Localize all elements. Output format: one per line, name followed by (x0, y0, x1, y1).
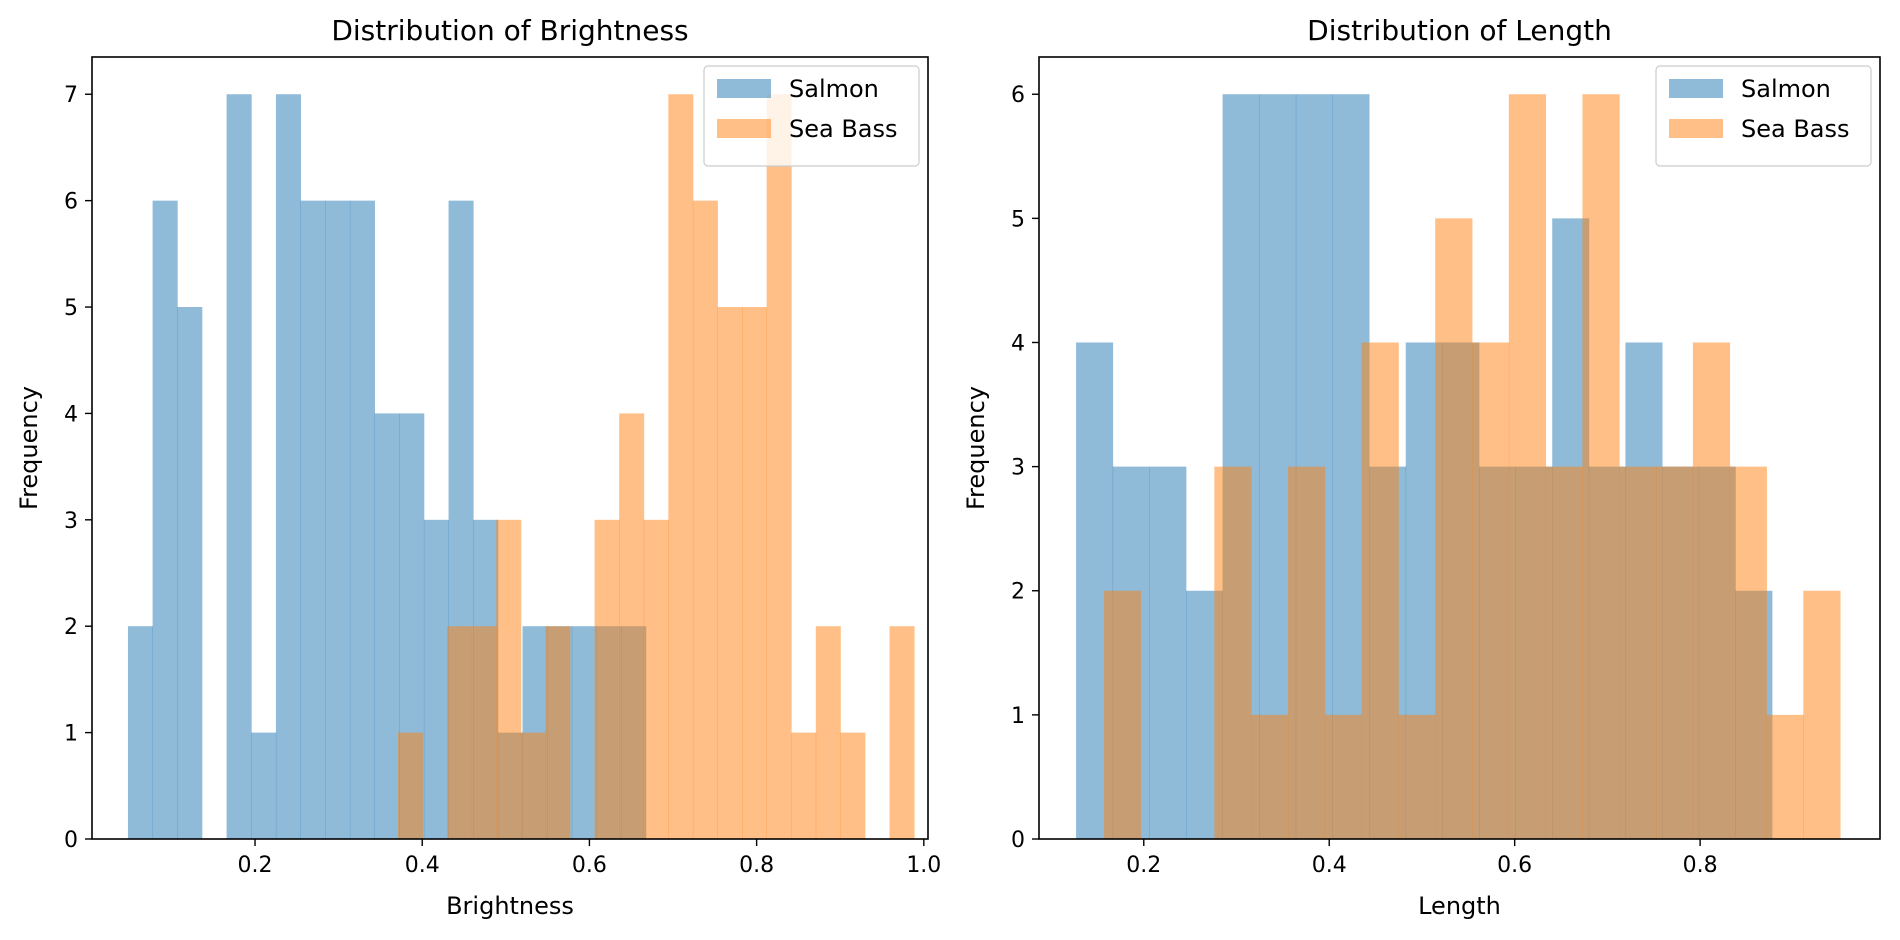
histogram-bar (692, 200, 718, 839)
histogram-bar (1803, 590, 1841, 839)
histogram-bar (815, 626, 841, 839)
length-histogram: 0.2 0.4 0.6 0.8 0 1 2 3 4 5 6 Distribution of Lengt… (962, 14, 1881, 920)
y-tick-label: 4 (64, 402, 78, 427)
axes-frame (91, 56, 929, 840)
x-tick-label: 0.2 (1126, 853, 1161, 878)
histogram-bar (1398, 714, 1436, 839)
histogram-bar (1251, 714, 1289, 839)
histogram-bar (594, 519, 620, 839)
y-axis-label: Frequency (15, 386, 43, 510)
y-tick-label: 0 (1011, 828, 1025, 853)
histogram-bar (447, 626, 473, 839)
y-tick-label: 6 (64, 190, 78, 215)
histogram-bar (152, 200, 178, 839)
x-tick-label: 1.0 (906, 853, 941, 878)
series-sea-bass-bars (397, 94, 915, 840)
y-tick-label: 2 (64, 615, 78, 640)
histogram-bar (226, 94, 252, 840)
histogram-bar (471, 626, 497, 839)
histogram-bar (889, 626, 915, 839)
histogram-bar (668, 94, 694, 840)
legend-swatch (717, 119, 771, 138)
legend: Salmon Sea Bass (703, 65, 920, 167)
histogram-bar (1729, 466, 1767, 839)
y-axis-label: Frequency (962, 386, 990, 510)
x-tick-label: 0.6 (572, 853, 607, 878)
y-tick-label: 1 (64, 722, 78, 747)
histogram-bar (1619, 466, 1657, 839)
y-tick-label: 3 (64, 509, 78, 534)
histogram-bar (1766, 714, 1804, 839)
y-tick-label: 1 (1011, 704, 1025, 729)
x-tick-label: 0.8 (1683, 853, 1718, 878)
histogram-bar (791, 732, 817, 839)
legend-label: Salmon (1741, 75, 1831, 103)
x-tick-label: 0.4 (1312, 853, 1347, 878)
y-tick-label: 4 (1011, 331, 1025, 356)
histogram-bar (766, 94, 792, 840)
histogram-bar (1361, 342, 1399, 839)
histogram-bar (571, 626, 597, 839)
legend-swatch (1669, 119, 1723, 138)
histogram-bar (742, 307, 768, 839)
histogram-bar (423, 519, 449, 839)
histogram-bar (325, 200, 351, 839)
histogram-bar (619, 413, 645, 839)
legend-label: Sea Bass (1741, 115, 1850, 143)
legend-label: Salmon (789, 75, 879, 103)
histogram-bar (374, 413, 400, 839)
x-tick-label: 0.8 (739, 853, 774, 878)
chart-title: Distribution of Length (1307, 14, 1612, 47)
legend-swatch (717, 79, 771, 98)
chart-title: Distribution of Brightness (331, 14, 688, 47)
histogram-bar (1435, 218, 1473, 839)
x-tick-label: 0.2 (238, 853, 273, 878)
histogram-bar (1472, 342, 1510, 839)
x-axis-label: Length (1418, 892, 1501, 920)
x-tick-label: 0.4 (405, 853, 440, 878)
histogram-bar (300, 200, 326, 839)
histogram-bar (1103, 590, 1142, 839)
axes-frame (1038, 56, 1881, 840)
histogram-bar (397, 732, 423, 839)
y-tick-label: 5 (64, 296, 78, 321)
histogram-bar (840, 732, 866, 839)
x-axis-label: Brightness (446, 892, 574, 920)
y-tick-label: 6 (1011, 83, 1025, 108)
histogram-bar (1656, 466, 1694, 839)
histogram-bar (1324, 714, 1362, 839)
histogram-bar (177, 307, 203, 839)
legend: Salmon Sea Bass (1655, 65, 1872, 167)
histogram-bar (127, 626, 154, 839)
histogram-bar (1582, 94, 1620, 840)
histogram-bar (1149, 466, 1187, 839)
histogram-bar (1508, 94, 1547, 840)
y-tick-label: 2 (1011, 580, 1025, 605)
histogram-bar (349, 200, 375, 839)
histogram-bar (496, 519, 522, 839)
histogram-bar (643, 519, 669, 839)
histogram-bar (1287, 466, 1326, 839)
histogram-bar (520, 732, 546, 839)
legend-swatch (1669, 79, 1723, 98)
brightness-histogram: 0.2 0.4 0.6 0.8 1.0 0 1 2 3 4 5 6 7 Distribution of B… (15, 14, 941, 920)
histogram-bar (545, 626, 571, 839)
histogram-bar (717, 307, 743, 839)
y-tick-label: 0 (64, 828, 78, 853)
histogram-bar (1214, 466, 1252, 839)
y-tick-label: 5 (1011, 207, 1025, 232)
series-sea-bass-bars (1103, 94, 1841, 840)
histogram-bar (275, 94, 301, 840)
histogram-bar (1545, 466, 1583, 839)
y-tick-label: 7 (64, 83, 78, 108)
x-tick-label: 0.6 (1497, 853, 1532, 878)
legend-label: Sea Bass (789, 115, 898, 143)
histogram-bar (251, 732, 277, 839)
histogram-bar (1692, 342, 1731, 839)
y-tick-label: 3 (1011, 456, 1025, 481)
